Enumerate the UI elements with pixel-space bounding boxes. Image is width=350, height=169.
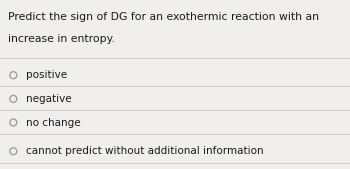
Text: cannot predict without additional information: cannot predict without additional inform… (26, 146, 264, 156)
Text: Predict the sign of DG for an exothermic reaction with an: Predict the sign of DG for an exothermic… (8, 12, 319, 22)
Text: positive: positive (26, 70, 67, 80)
Text: negative: negative (26, 94, 72, 104)
Text: increase in entropy.: increase in entropy. (8, 34, 114, 44)
Text: no change: no change (26, 117, 81, 128)
